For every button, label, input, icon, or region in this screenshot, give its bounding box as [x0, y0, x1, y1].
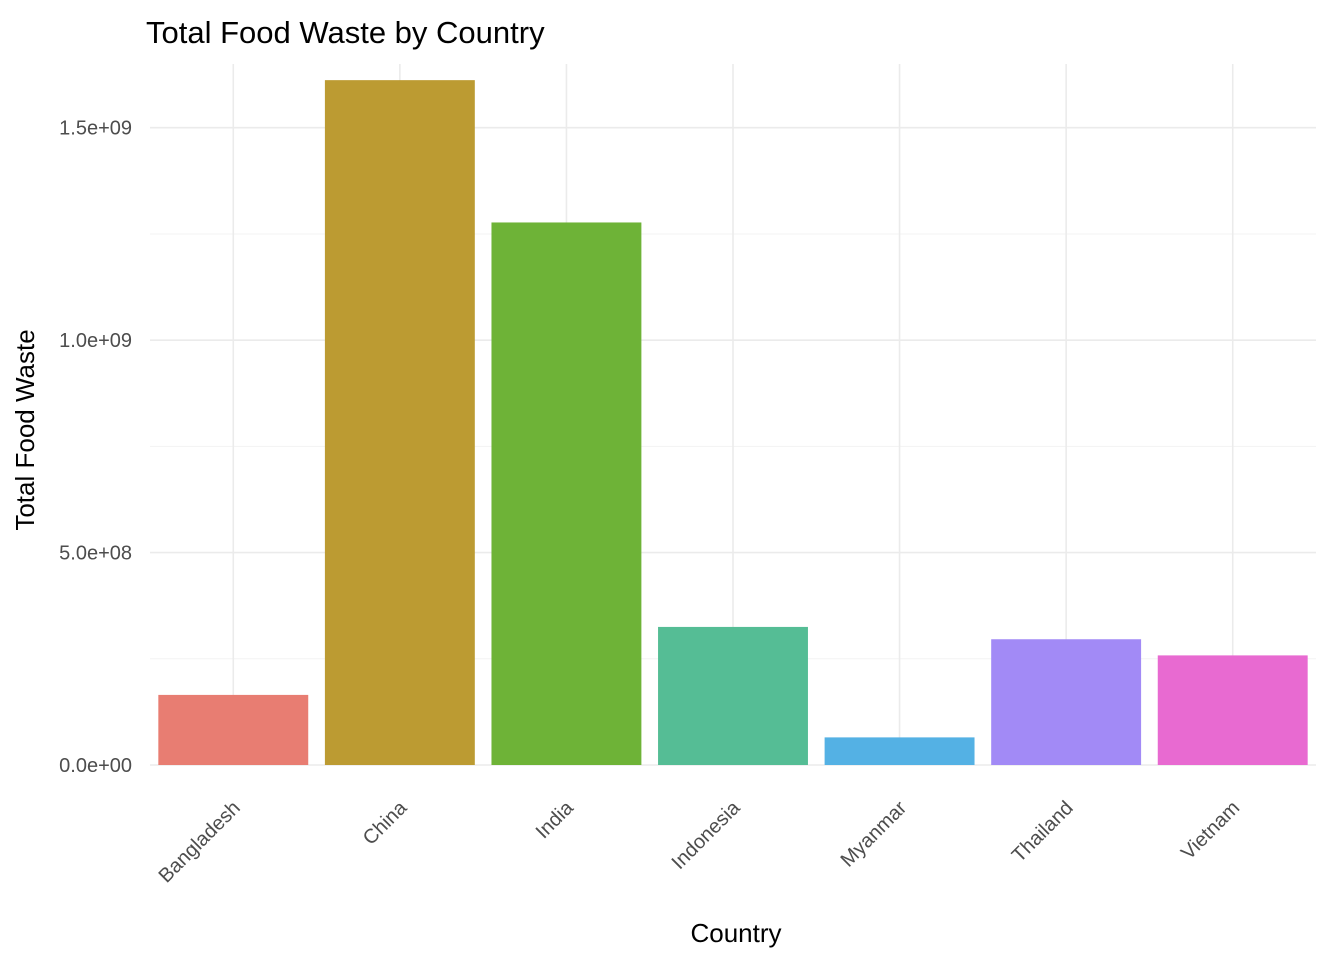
bar-thailand [991, 639, 1142, 765]
x-tick-label: Bangladesh [155, 797, 245, 887]
x-tick-label: China [359, 796, 412, 849]
x-axis-title: Country [690, 918, 781, 948]
x-tick-label: Thailand [1008, 797, 1078, 867]
y-tick-label: 5.0e+08 [59, 543, 132, 565]
y-tick-label: 1.0e+09 [59, 330, 132, 352]
x-tick-label: Vietnam [1177, 797, 1244, 864]
bar-bangladesh [158, 694, 309, 765]
y-tick-label: 0.0e+00 [59, 755, 132, 777]
y-tick-label: 1.5e+09 [59, 118, 132, 140]
x-tick-label: Indonesia [668, 796, 746, 874]
bars [158, 80, 1308, 766]
bar-china [324, 80, 475, 766]
x-tick-label: India [532, 796, 579, 843]
bar-indonesia [658, 626, 808, 765]
x-tick-label: Myanmar [837, 797, 912, 872]
bar-myanmar [824, 737, 975, 765]
y-axis-title: Total Food Waste [10, 329, 40, 530]
x-axis-tick-labels: Bangladesh China India Indonesia Myanmar Thai… [155, 796, 1245, 887]
y-axis-tick-labels: 0.0e+00 5.0e+08 1.0e+09 1.5e+09 [59, 118, 132, 777]
bar-vietnam [1157, 655, 1308, 765]
chart-title: Total Food Waste by Country [146, 15, 545, 50]
bar-india [491, 222, 642, 765]
